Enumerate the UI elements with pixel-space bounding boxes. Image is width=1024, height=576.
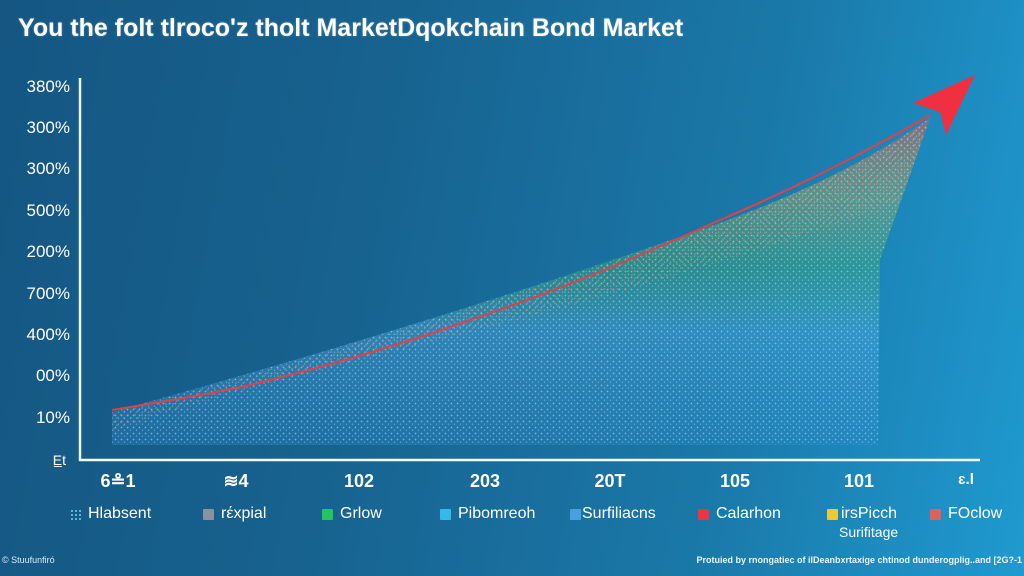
- legend-swatch-icon: [827, 509, 838, 520]
- legend-swatch-icon: [698, 509, 709, 520]
- chart-title: You the folt tlroco'z tholt MarketDqokch…: [18, 14, 684, 42]
- footer-source-note: Protuied by rnongatiec of ilDeanbxrtaxig…: [696, 555, 1022, 565]
- x-tick-label: ≋4: [223, 471, 249, 491]
- legend-swatch-icon: [930, 509, 941, 520]
- x-tick-label: 20T: [594, 471, 626, 491]
- x-tick-label: 101: [843, 471, 875, 491]
- legend-label: Surfiliacns: [582, 505, 656, 522]
- y-tick-label: 380%: [26, 77, 70, 96]
- legend-swatch-icon: [70, 509, 81, 520]
- legend-swatch-icon: [322, 509, 333, 520]
- legend-item[interactable]: irsPicch Surifitage: [827, 505, 898, 541]
- y-tick-label: 300%: [26, 159, 70, 178]
- legend-item[interactable]: Grlow: [322, 505, 382, 523]
- legend-item[interactable]: FOclow: [930, 505, 1002, 523]
- y-tick-label: E̲t: [52, 452, 66, 468]
- legend-label: irsPicch: [841, 505, 898, 522]
- y-tick-label: 200%: [26, 242, 70, 261]
- y-tick-label: 00%: [35, 366, 70, 385]
- legend-item[interactable]: Surfiliacns: [570, 505, 656, 523]
- legend-item[interactable]: Hlabsent: [70, 505, 151, 523]
- legend-item[interactable]: rέxpial: [203, 505, 266, 523]
- trend-line: [111, 114, 931, 411]
- chart-legend: Hlabsent rέxpial Grlow Pibomreoh Surfili…: [0, 505, 1024, 545]
- legend-label: Pibomreoh: [458, 505, 536, 522]
- legend-label: Hlabsent: [88, 505, 152, 522]
- footer-copyright: © Stuufunfiró: [2, 555, 55, 565]
- legend-label: Grlow: [340, 505, 382, 522]
- x-tick-label: 105: [719, 471, 751, 491]
- legend-swatch-icon: [570, 509, 581, 520]
- x-tick-label: 102: [343, 471, 375, 491]
- x-tick-label: 203: [469, 471, 501, 491]
- y-tick-label: 10%: [35, 408, 70, 427]
- legend-label: rέxpial: [221, 505, 267, 522]
- y-tick-label: 300%: [26, 118, 70, 137]
- legend-label: Calarhon: [716, 505, 781, 522]
- legend-label: FOclow: [948, 505, 1003, 522]
- trend-arrow-icon: [913, 75, 975, 135]
- y-tick-label: 700%: [26, 284, 70, 303]
- legend-item[interactable]: Pibomreoh: [440, 505, 535, 523]
- y-tick-label: 500%: [26, 201, 70, 220]
- legend-swatch-icon: [440, 509, 451, 520]
- x-tick-label: ɛ.l: [958, 471, 974, 488]
- y-tick-label: 400%: [26, 325, 70, 344]
- x-tick-label: 6≗1: [100, 471, 136, 491]
- legend-swatch-icon: [203, 509, 214, 520]
- scatter-density-area: [112, 118, 930, 445]
- legend-item[interactable]: Calarhon: [698, 505, 781, 523]
- legend-label-line2: Surifitage: [839, 524, 899, 540]
